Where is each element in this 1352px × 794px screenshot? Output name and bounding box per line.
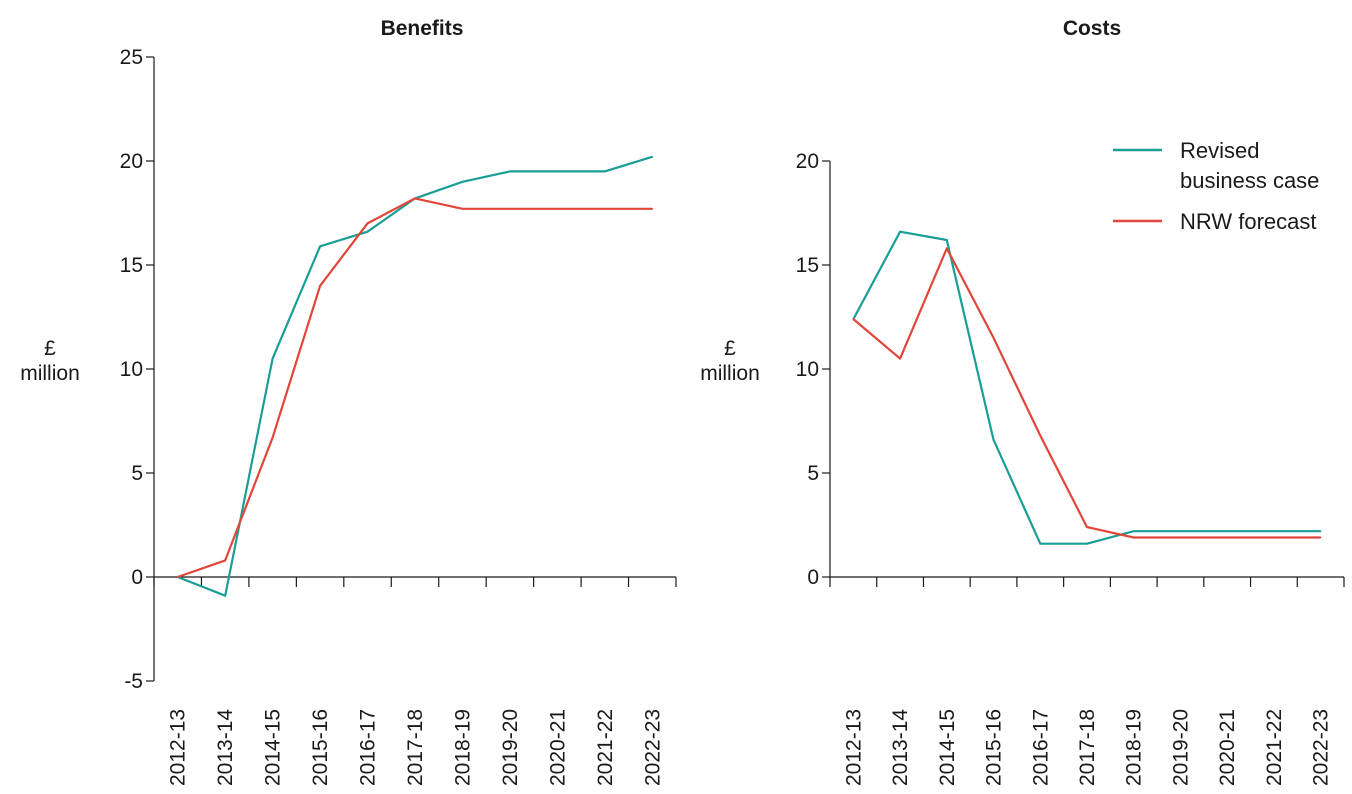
data-point-revised xyxy=(556,170,559,173)
chart-title: Benefits xyxy=(381,17,464,40)
data-point-revised xyxy=(271,357,274,360)
x-tick-label: 2020-21 xyxy=(546,709,569,786)
x-tick-label: 2014-15 xyxy=(936,709,959,786)
x-tick-label: 2019-20 xyxy=(1169,709,1192,786)
y-tick-label: 10 xyxy=(120,358,143,381)
data-point-nrw xyxy=(992,337,995,339)
data-point-nrw xyxy=(946,247,948,250)
data-point-nrw xyxy=(1132,536,1135,539)
x-tick-label: 2016-17 xyxy=(357,709,380,786)
data-point-revised xyxy=(1039,542,1042,545)
y-tick-label: 25 xyxy=(120,46,143,69)
y-axis-label: £ million xyxy=(700,337,760,385)
x-tick-label: 2014-15 xyxy=(262,709,285,786)
x-tick-label: 2020-21 xyxy=(1216,709,1239,786)
series-line-nrw xyxy=(177,197,653,579)
series-line-nrw xyxy=(852,247,1321,539)
data-point-nrw xyxy=(604,208,606,210)
data-point-revised xyxy=(1132,530,1135,533)
series-line-revised xyxy=(177,155,653,597)
data-point-revised xyxy=(992,438,995,441)
data-point-revised xyxy=(1273,530,1275,533)
x-tick-label: 2019-20 xyxy=(499,709,522,786)
data-point-nrw xyxy=(852,318,855,320)
x-tick-label: 2017-18 xyxy=(1076,709,1099,786)
data-point-revised xyxy=(604,170,606,173)
y-tick-label: 0 xyxy=(131,566,143,589)
y-tick-label: 20 xyxy=(796,150,819,173)
legend: Revised business case NRW forecast xyxy=(1113,138,1319,234)
data-point-nrw xyxy=(899,357,901,360)
x-tick-label: 2012-13 xyxy=(842,709,865,786)
data-point-revised xyxy=(1226,530,1228,533)
y-tick-label: -5 xyxy=(124,670,143,693)
data-point-revised xyxy=(899,230,901,233)
chart-title: Costs xyxy=(1063,17,1121,40)
costs-chart: Costs £ million 0 5 10 15 20 2012-13 2013-14 2014-… xyxy=(700,17,1345,786)
x-tick-label: 2013-14 xyxy=(214,709,237,786)
y-tick-label: 20 xyxy=(120,150,143,173)
data-point-revised xyxy=(366,230,369,233)
legend-label-revised: Revised business case xyxy=(1180,138,1319,193)
data-point-nrw xyxy=(509,208,511,210)
data-point-nrw xyxy=(461,208,464,210)
data-point-nrw xyxy=(1039,434,1042,437)
data-point-nrw xyxy=(366,222,369,225)
data-point-revised xyxy=(224,594,226,597)
x-tick-label: 2022-23 xyxy=(1310,709,1333,786)
data-point-revised xyxy=(946,239,948,241)
data-point-nrw xyxy=(176,576,179,578)
data-point-nrw xyxy=(319,285,321,287)
y-axis-label: £ million xyxy=(20,337,80,385)
x-tick-label: 2012-13 xyxy=(167,709,190,786)
data-point-nrw xyxy=(651,208,654,210)
data-point-revised xyxy=(461,181,464,183)
data-point-revised xyxy=(1179,530,1182,533)
x-tick-label: 2013-14 xyxy=(889,709,912,786)
legend-label-nrw: NRW forecast xyxy=(1180,209,1317,234)
data-point-nrw xyxy=(1086,526,1088,528)
data-point-nrw xyxy=(556,208,559,210)
data-point-revised xyxy=(651,156,654,158)
y-tick-label: 5 xyxy=(807,462,819,485)
data-point-nrw xyxy=(271,436,274,439)
y-tick-label: 15 xyxy=(796,254,819,277)
data-point-revised xyxy=(319,245,321,248)
data-point-revised xyxy=(509,170,511,173)
data-point-nrw xyxy=(1179,536,1182,539)
x-tick-label: 2016-17 xyxy=(1029,709,1052,786)
data-point-nrw xyxy=(224,559,226,562)
x-tick-label: 2018-19 xyxy=(1123,709,1146,786)
x-tick-label: 2015-16 xyxy=(309,709,332,786)
benefits-chart: Benefits £ million -5 0 5 10 15 20 25 2012-13 2013-… xyxy=(20,17,677,786)
x-tick-label: 2018-19 xyxy=(451,709,474,786)
x-tick-label: 2022-23 xyxy=(641,709,664,786)
data-point-revised xyxy=(1319,530,1322,533)
y-tick-label: 15 xyxy=(120,254,143,277)
y-tick-label: 5 xyxy=(131,462,143,485)
data-point-nrw xyxy=(1226,536,1228,539)
data-point-nrw xyxy=(1319,536,1322,539)
x-tick-label: 2017-18 xyxy=(404,709,427,786)
x-tick-label: 2021-22 xyxy=(594,709,617,786)
data-point-nrw xyxy=(1273,536,1275,539)
y-tick-label: 0 xyxy=(807,566,819,589)
x-tick-label: 2015-16 xyxy=(983,709,1006,786)
x-tick-label: 2021-22 xyxy=(1263,709,1286,786)
y-tick-label: 10 xyxy=(796,358,819,381)
series-line-revised xyxy=(852,230,1321,545)
data-point-nrw xyxy=(414,197,416,200)
data-point-revised xyxy=(1086,542,1088,545)
